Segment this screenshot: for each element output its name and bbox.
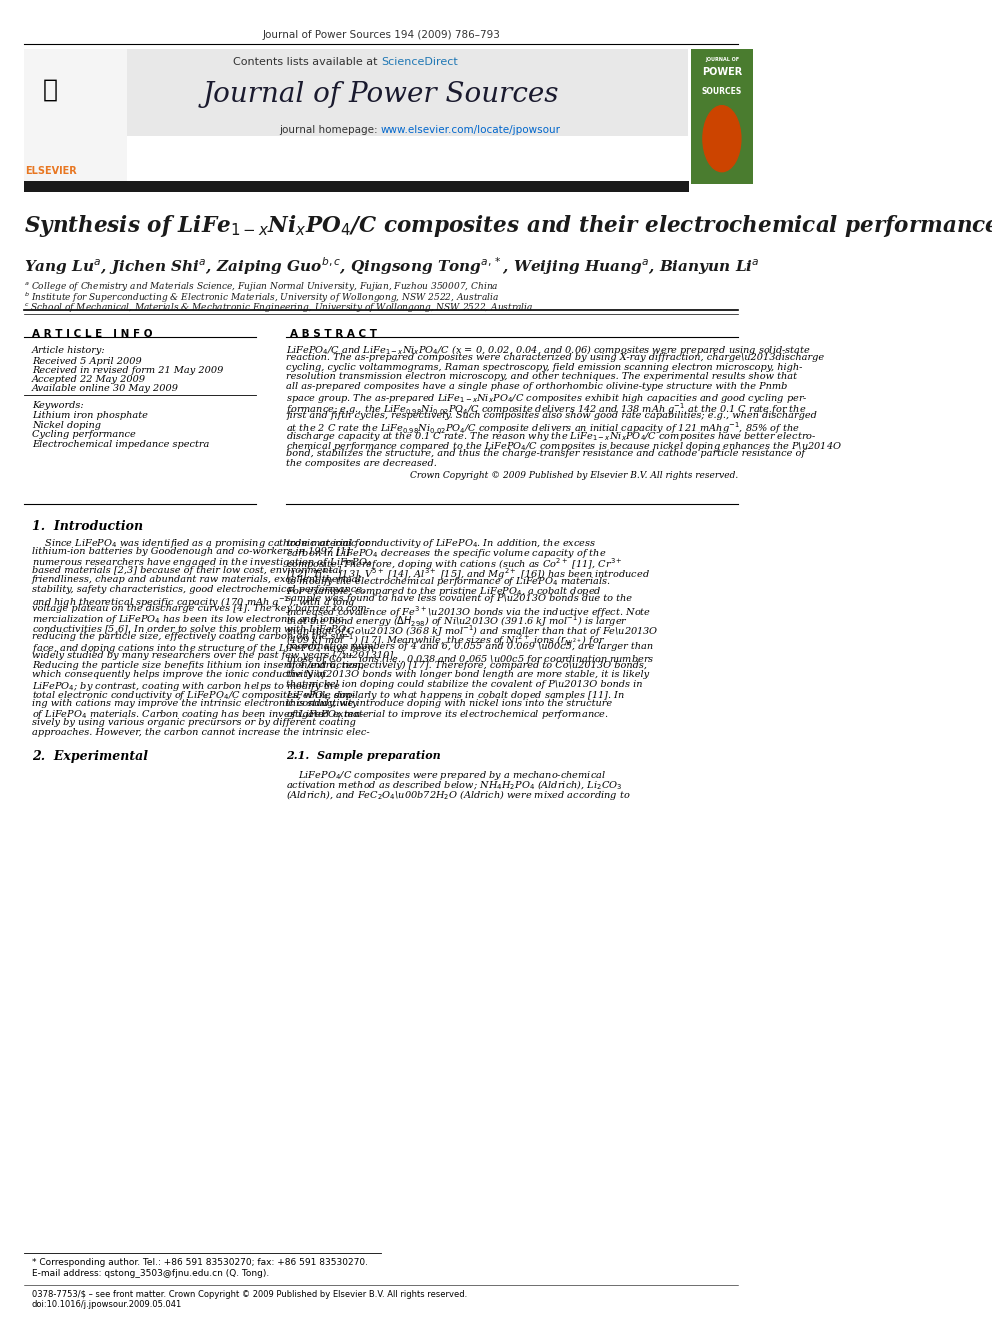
- Circle shape: [703, 106, 741, 172]
- Text: Received in revised form 21 May 2009: Received in revised form 21 May 2009: [32, 365, 223, 374]
- Text: than that of Co\u2013O (368 kJ mol$^{-1}$) and smaller than that of Fe\u2013O: than that of Co\u2013O (368 kJ mol$^{-1}…: [286, 623, 659, 639]
- FancyBboxPatch shape: [24, 49, 688, 136]
- Text: mercialization of LiFePO$_4$ has been its low electronic and ionic: mercialization of LiFePO$_4$ has been it…: [32, 614, 345, 627]
- Text: activation method as described below; NH$_4$H$_2$PO$_4$ (Aldrich), Li$_2$CO$_3$: activation method as described below; NH…: [286, 778, 623, 791]
- Text: ing with cations may improve the intrinsic electronic conductivity: ing with cations may improve the intrins…: [32, 699, 357, 708]
- Text: ScienceDirect: ScienceDirect: [381, 57, 457, 67]
- Text: Synthesis of LiFe$_{1-x}$Ni$_x$PO$_4$/C composites and their electrochemical per: Synthesis of LiFe$_{1-x}$Ni$_x$PO$_4$/C …: [24, 213, 992, 238]
- Text: based materials [2,3] because of their low cost, environmental: based materials [2,3] because of their l…: [32, 566, 341, 576]
- Text: reducing the particle size, effectively coating carbon on the sur-: reducing the particle size, effectively …: [32, 632, 349, 642]
- Text: Since LiFePO$_4$ was identified as a promising cathode material for: Since LiFePO$_4$ was identified as a pro…: [32, 537, 371, 550]
- Text: numerous researchers have engaged in the investigation of LiFePO$_4$: numerous researchers have engaged in the…: [32, 557, 372, 569]
- Text: (Aldrich), and FeC$_2$O$_4$\u00b72H$_2$O (Aldrich) were mixed according to: (Aldrich), and FeC$_2$O$_4$\u00b72H$_2$O…: [286, 787, 631, 802]
- Text: discharge capacity at the 0.1 C rate. The reason why the LiFe$_{1-x}$Ni$_x$PO$_4: discharge capacity at the 0.1 C rate. Th…: [286, 430, 816, 443]
- Text: cycling, cyclic voltammograms, Raman spectroscopy, field emission scanning elect: cycling, cyclic voltammograms, Raman spe…: [286, 363, 803, 372]
- Text: $^c$ School of Mechanical, Materials & Mechatronic Engineering, University of Wo: $^c$ School of Mechanical, Materials & M…: [24, 302, 534, 314]
- Text: that nickel ion doping could stabilize the covalent of P\u2013O bonds in: that nickel ion doping could stabilize t…: [286, 680, 643, 689]
- FancyBboxPatch shape: [24, 181, 689, 192]
- Text: 1.  Introduction: 1. Introduction: [32, 520, 143, 533]
- Text: stability, safety characteristics, good electrochemical performance,: stability, safety characteristics, good …: [32, 585, 365, 594]
- Text: that the bond energy ($\Delta H_{298}$) of Ni\u2013O (391.6 kJ mol$^{-1}$) is la: that the bond energy ($\Delta H_{298}$) …: [286, 614, 628, 630]
- Text: total electronic conductivity of LiFePO$_4$/C composites, while dop-: total electronic conductivity of LiFePO$…: [32, 689, 356, 703]
- FancyBboxPatch shape: [690, 49, 753, 184]
- Text: (409 kJ mol$^{-1}$) [17]. Meanwhile, the sizes of Ni$^{2+}$ ions ($r_{Ni^{2+}}$): (409 kJ mol$^{-1}$) [17]. Meanwhile, the…: [286, 632, 605, 648]
- Text: Contents lists available at: Contents lists available at: [233, 57, 381, 67]
- Text: $^a$ College of Chemistry and Materials Science, Fujian Normal University, Fujia: $^a$ College of Chemistry and Materials …: [24, 280, 499, 292]
- Text: of 4 and 6, respectively) [17]. Therefore, compared to Co\u2013O bonds,: of 4 and 6, respectively) [17]. Therefor…: [286, 662, 647, 669]
- Text: [12], Ti$^{4+}$ [13], V$^{5+}$ [14], Al$^{3+}$ [15], and Mg$^{2+}$ [16]) has bee: [12], Ti$^{4+}$ [13], V$^{5+}$ [14], Al$…: [286, 566, 650, 582]
- Text: Reducing the particle size benefits lithium ion insertion/extraction,: Reducing the particle size benefits lith…: [32, 662, 364, 669]
- Text: 0378-7753/$ – see front matter. Crown Copyright © 2009 Published by Elsevier B.V: 0378-7753/$ – see front matter. Crown Co…: [32, 1290, 467, 1299]
- Text: JOURNAL OF: JOURNAL OF: [705, 57, 739, 62]
- Text: Yang Lu$^a$, Jichen Shi$^a$, Zaiping Guo$^{b,c}$, Qingsong Tong$^{a,*}$, Weijing: Yang Lu$^a$, Jichen Shi$^a$, Zaiping Guo…: [24, 255, 760, 277]
- Text: to modify the electrochemical performance of LiFePO$_4$ materials.: to modify the electrochemical performanc…: [286, 576, 611, 589]
- Text: Crown Copyright © 2009 Published by Elsevier B.V. All rights reserved.: Crown Copyright © 2009 Published by Else…: [410, 471, 738, 480]
- Text: Received 5 April 2009: Received 5 April 2009: [32, 356, 142, 365]
- Text: Accepted 22 May 2009: Accepted 22 May 2009: [32, 374, 146, 384]
- Text: coordination numbers of 4 and 6, 0.055 and 0.069 \u00c5, are larger than: coordination numbers of 4 and 6, 0.055 a…: [286, 642, 653, 651]
- Text: A B S T R A C T: A B S T R A C T: [290, 329, 377, 339]
- Text: space group. The as-prepared LiFe$_{1-x}$Ni$_x$PO$_4$/C composites exhibit high : space group. The as-prepared LiFe$_{1-x}…: [286, 392, 807, 405]
- Text: 🌳: 🌳: [44, 78, 59, 102]
- Text: bond, stabilizes the structure, and thus the charge-transfer resistance and cath: bond, stabilizes the structure, and thus…: [286, 450, 806, 458]
- Text: which consequently helps improve the ionic conductivity of: which consequently helps improve the ion…: [32, 671, 325, 680]
- Text: of LiFePO$_4$ materials. Carbon coating has been investigated exten-: of LiFePO$_4$ materials. Carbon coating …: [32, 709, 364, 721]
- Text: reaction. The as-prepared composites were characterized by using X-ray diffracti: reaction. The as-prepared composites wer…: [286, 353, 824, 363]
- Text: ELSEVIER: ELSEVIER: [25, 167, 76, 176]
- Text: those of Co$^{2+}$ ions (i.e., 0.038 and 0.065 \u00c5 for coordination numbers: those of Co$^{2+}$ ions (i.e., 0.038 and…: [286, 651, 655, 667]
- Text: 2.  Experimental: 2. Experimental: [32, 750, 148, 763]
- Text: Article history:: Article history:: [32, 347, 105, 355]
- Text: Journal of Power Sources: Journal of Power Sources: [202, 81, 559, 107]
- Text: A R T I C L E   I N F O: A R T I C L E I N F O: [32, 329, 152, 339]
- Text: friendliness, cheap and abundant raw materials, excellent thermal: friendliness, cheap and abundant raw mat…: [32, 576, 361, 585]
- Text: this study, we introduce doping with nickel ions into the structure: this study, we introduce doping with nic…: [286, 699, 612, 708]
- Text: Nickel doping: Nickel doping: [32, 421, 101, 430]
- Text: first and fifth cycles, respectively. Such composites also show good rate capabi: first and fifth cycles, respectively. Su…: [286, 410, 817, 419]
- Text: doi:10.1016/j.jpowsour.2009.05.041: doi:10.1016/j.jpowsour.2009.05.041: [32, 1301, 182, 1310]
- Text: Lithium iron phosphate: Lithium iron phosphate: [32, 410, 148, 419]
- Text: face, and doping cations into the structure of the LiFePO$_4$ have been: face, and doping cations into the struct…: [32, 642, 375, 655]
- Text: E-mail address: qstong_3503@fjnu.edu.cn (Q. Tong).: E-mail address: qstong_3503@fjnu.edu.cn …: [32, 1269, 269, 1278]
- Text: sively by using various organic precursors or by different coating: sively by using various organic precurso…: [32, 718, 356, 728]
- Text: the composites are decreased.: the composites are decreased.: [286, 459, 436, 468]
- Text: LiFePO$_4$, similarly to what happens in cobalt doped samples [11]. In: LiFePO$_4$, similarly to what happens in…: [286, 689, 625, 703]
- Text: approaches. However, the carbon cannot increase the intrinsic elec-: approaches. However, the carbon cannot i…: [32, 728, 369, 737]
- Text: sample was found to have less covalent of P\u2013O bonds due to the: sample was found to have less covalent o…: [286, 594, 632, 603]
- Text: 2.1.  Sample preparation: 2.1. Sample preparation: [286, 750, 440, 761]
- Text: Keywords:: Keywords:: [32, 401, 83, 410]
- Text: For example, compared to the pristine LiFePO$_4$, a cobalt doped: For example, compared to the pristine Li…: [286, 585, 602, 598]
- Text: formance; e.g., the LiFe$_{0.98}$Ni$_{0.02}$PO$_4$/C composite delivers 142 and : formance; e.g., the LiFe$_{0.98}$Ni$_{0.…: [286, 401, 806, 417]
- Text: POWER: POWER: [701, 67, 742, 78]
- FancyBboxPatch shape: [24, 49, 127, 181]
- Text: and high theoretical specific capacity (170 mAh g$^{-1}$), with a long: and high theoretical specific capacity (…: [32, 594, 355, 610]
- Text: SOURCES: SOURCES: [701, 87, 742, 97]
- Text: widely studied by many researchers over the past few years [7\u201310].: widely studied by many researchers over …: [32, 651, 396, 660]
- Text: journal homepage:: journal homepage:: [279, 126, 381, 135]
- Text: Cycling performance: Cycling performance: [32, 430, 136, 439]
- Text: * Corresponding author. Tel.: +86 591 83530270; fax: +86 591 83530270.: * Corresponding author. Tel.: +86 591 83…: [32, 1258, 368, 1267]
- Text: Electrochemical impedance spectra: Electrochemical impedance spectra: [32, 441, 209, 450]
- Text: composite. Therefore, doping with cations (such as Co$^{2+}$ [11], Cr$^{3+}$: composite. Therefore, doping with cation…: [286, 557, 623, 573]
- Text: Available online 30 May 2009: Available online 30 May 2009: [32, 384, 179, 393]
- Text: voltage plateau on the discharge curves [4]. The key barrier to com-: voltage plateau on the discharge curves …: [32, 603, 370, 613]
- Text: lithium-ion batteries by Goodenough and co-workers in 1997 [1],: lithium-ion batteries by Goodenough and …: [32, 546, 353, 556]
- Text: LiFePO$_4$/C composites were prepared by a mechano-chemical: LiFePO$_4$/C composites were prepared by…: [286, 769, 606, 782]
- Text: carbon in LiFePO$_4$ decreases the specific volume capacity of the: carbon in LiFePO$_4$ decreases the speci…: [286, 546, 606, 560]
- Text: increased covalence of Fe$^{3+}$\u2013O bonds via the inductive effect. Note: increased covalence of Fe$^{3+}$\u2013O …: [286, 603, 652, 619]
- Text: chemical performance compared to the LiFePO$_4$/C composites is because nickel d: chemical performance compared to the LiF…: [286, 439, 842, 452]
- Text: all as-prepared composites have a single phase of orthorhombic olivine-type stru: all as-prepared composites have a single…: [286, 382, 788, 390]
- Text: the Ni\u2013O bonds with longer bond length are more stable, it is likely: the Ni\u2013O bonds with longer bond len…: [286, 671, 649, 680]
- Text: www.elsevier.com/locate/jpowsour: www.elsevier.com/locate/jpowsour: [381, 126, 561, 135]
- Text: resolution transmission electron microscopy, and other techniques. The experimen: resolution transmission electron microsc…: [286, 372, 798, 381]
- Text: Journal of Power Sources 194 (2009) 786–793: Journal of Power Sources 194 (2009) 786–…: [262, 30, 500, 41]
- Text: $^b$ Institute for Superconducting & Electronic Materials, University of Wollong: $^b$ Institute for Superconducting & Ele…: [24, 291, 499, 304]
- Text: conductivities [5,6]. In order to solve this problem with LiFePO$_4$,: conductivities [5,6]. In order to solve …: [32, 623, 354, 636]
- Text: LiFePO$_4$; by contrast, coating with carbon helps to modify the: LiFePO$_4$; by contrast, coating with ca…: [32, 680, 340, 693]
- Text: of LiFePO$_4$ material to improve its electrochemical performance.: of LiFePO$_4$ material to improve its el…: [286, 709, 609, 721]
- Text: tronic or ionic conductivity of LiFePO$_4$. In addition, the excess: tronic or ionic conductivity of LiFePO$_…: [286, 537, 596, 550]
- Text: LiFePO$_4$/C and LiFe$_{1-x}$Ni$_x$PO$_4$/C (x = 0, 0.02, 0.04, and 0.06) compos: LiFePO$_4$/C and LiFe$_{1-x}$Ni$_x$PO$_4…: [286, 344, 810, 357]
- Text: at the 2 C rate the LiFe$_{0.98}$Ni$_{0.02}$PO$_4$/C composite delivers an initi: at the 2 C rate the LiFe$_{0.98}$Ni$_{0.…: [286, 421, 800, 437]
